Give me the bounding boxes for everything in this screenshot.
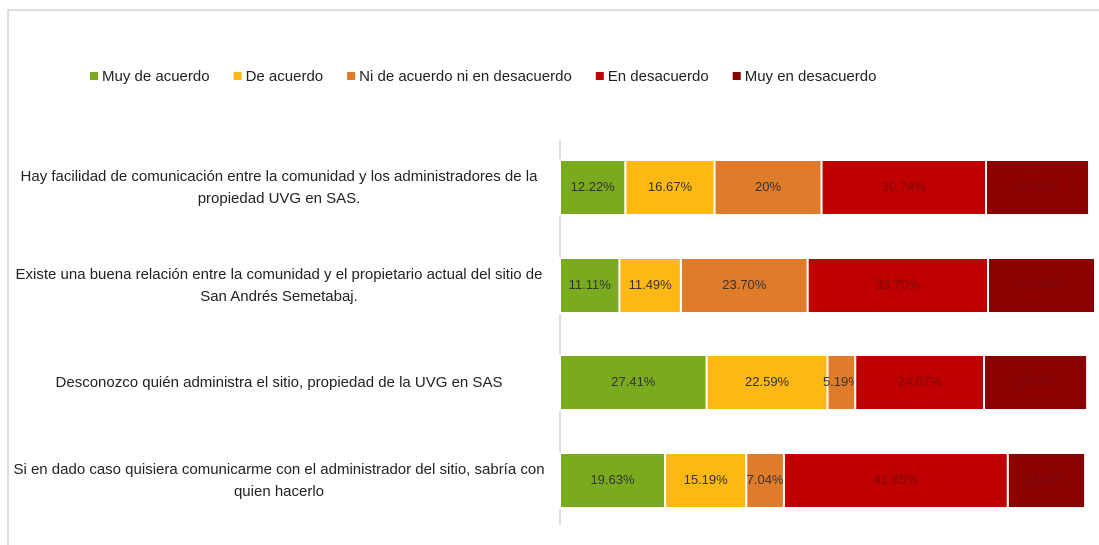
legend-swatch [233, 72, 242, 80]
data-label: 14.44% [1024, 472, 1069, 487]
data-label: 27.41% [611, 374, 656, 389]
data-label: 41.85% [874, 472, 919, 487]
data-label: 22.59% [745, 374, 790, 389]
bar-segment [854, 354, 986, 411]
category-label: Desconozco quién administra el sitio, pr… [55, 373, 503, 391]
legend-label: Ni de acuerdo ni en desacuerdo [359, 68, 572, 85]
legend-swatch [732, 72, 741, 80]
legend-label: De acuerdo [246, 68, 324, 85]
legend-label: Muy en desacuerdo [745, 68, 877, 85]
bar-segment [983, 354, 1089, 411]
data-label: 19.26% [1015, 179, 1060, 194]
bar-segment [559, 452, 667, 509]
bar-segment [1006, 452, 1087, 509]
data-label: 16.67% [648, 179, 693, 194]
bar-segment [820, 159, 988, 216]
bar-segment [618, 257, 682, 314]
data-label: 33.70% [876, 277, 921, 292]
bar-segment [559, 354, 708, 411]
legend-label: En desacuerdo [608, 68, 709, 85]
data-label: 20.00% [1019, 277, 1064, 292]
bar-segment [559, 257, 621, 314]
frame [7, 9, 1099, 545]
data-label: 19.63% [590, 472, 635, 487]
data-label: 12.22% [571, 179, 616, 194]
data-label: 30.74% [882, 179, 927, 194]
legend-label: Muy de acuerdo [102, 68, 210, 85]
bar-segment [664, 452, 748, 509]
bar-segment [679, 257, 809, 314]
data-label: 19.26% [1014, 374, 1059, 389]
legend-swatch [347, 72, 356, 80]
bar-segment [826, 354, 857, 411]
bar-segment [705, 354, 829, 411]
category-label: Hay facilidad de comunicación entre la c… [20, 167, 538, 207]
data-label: 11.49% [629, 277, 673, 292]
data-label: 23.70% [722, 277, 767, 292]
legend-swatch [90, 72, 98, 80]
data-label: 5.19% [823, 374, 860, 389]
bar-segment [987, 257, 1096, 314]
bar-segment [559, 159, 627, 216]
legend-swatch [595, 72, 604, 80]
bar-segment [624, 159, 716, 216]
bar-segment [985, 159, 1091, 216]
data-label: 24.07% [898, 374, 943, 389]
category-label: Existe una buena relación entre la comun… [15, 265, 543, 305]
data-label: 15.19% [684, 472, 729, 487]
data-label: 20% [755, 179, 781, 194]
bar-segment [713, 159, 823, 216]
data-label: 11.11% [569, 277, 612, 292]
data-label: 7.04% [747, 472, 784, 487]
category-label: Si en dado caso quisiera comunicarme con… [13, 460, 545, 500]
